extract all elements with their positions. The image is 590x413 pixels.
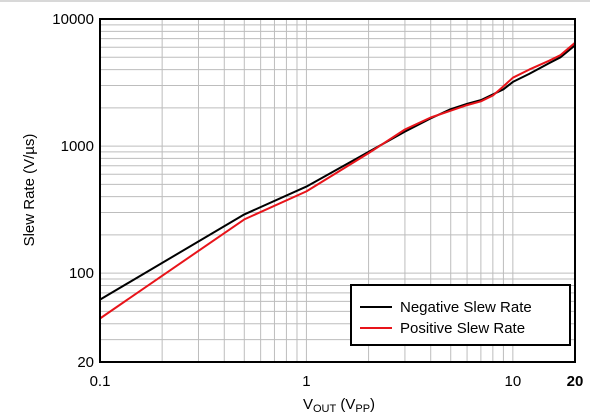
x-axis-label-unit-sub: PP (355, 403, 370, 413)
x-tick-label: 1 (302, 373, 310, 390)
legend-label-negative: Negative Slew Rate (400, 299, 532, 316)
legend: Negative Slew Rate Positive Slew Rate (350, 284, 571, 346)
y-tick-label: 20 (77, 354, 94, 371)
x-axis-label-unit-close: ) (370, 396, 375, 413)
x-axis-label: VOUT (VPP) (303, 396, 375, 413)
y-tick-label: 100 (69, 265, 94, 282)
x-axis-label-sub: OUT (313, 403, 337, 413)
series-line-positive-slew-rate (99, 42, 576, 320)
series-line-negative-slew-rate (99, 44, 576, 301)
y-axis-label: Slew Rate (V/µs) (21, 134, 38, 247)
x-tick-label: 0.1 (90, 373, 111, 390)
plot-area (99, 18, 576, 363)
x-tick-label: 20 (567, 373, 584, 390)
x-axis-label-main: V (303, 396, 313, 413)
legend-label-positive: Positive Slew Rate (400, 320, 525, 337)
x-tick-label: 10 (505, 373, 522, 390)
series-group (99, 42, 576, 320)
y-tick-label: 1000 (61, 138, 94, 155)
y-tick-label: 10000 (52, 11, 94, 28)
legend-box (350, 284, 571, 346)
x-axis-label-unit-open: (V (336, 396, 355, 413)
tick-labels: 0.1 1 10 20 20 100 1000 10000 (52, 11, 583, 390)
